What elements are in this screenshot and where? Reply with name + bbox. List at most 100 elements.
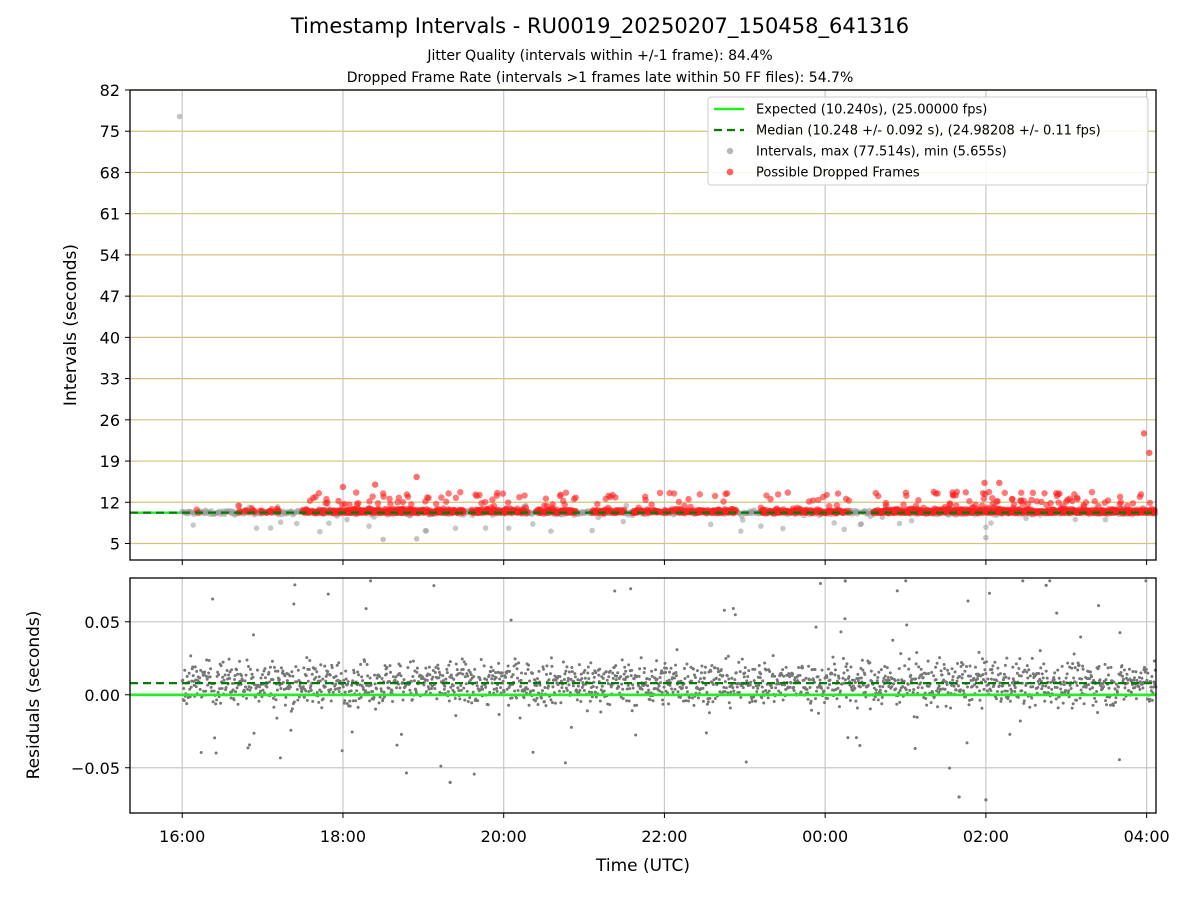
dropped-frame-point — [380, 493, 387, 500]
residual-point — [727, 701, 731, 705]
interval-point — [908, 518, 915, 524]
residual-point — [983, 680, 987, 684]
residual-point — [915, 651, 919, 655]
dropped-frame-point — [521, 492, 528, 499]
residual-point — [859, 666, 863, 670]
dropped-frame-point — [696, 491, 703, 498]
residual-point — [531, 750, 535, 754]
residual-point — [1127, 689, 1131, 693]
residual-point — [674, 663, 678, 667]
residual-point — [551, 685, 555, 689]
residual-point — [263, 676, 267, 680]
residual-point — [1115, 690, 1119, 694]
residual-point — [606, 681, 610, 685]
residual-point — [334, 682, 338, 686]
top-y-tick-label: 12 — [100, 493, 120, 512]
residual-point — [209, 667, 213, 671]
bottom-plot-frame — [129, 577, 1157, 814]
dropped-frame-point — [1020, 497, 1027, 504]
residual-point — [469, 673, 473, 677]
residual-point — [907, 657, 911, 661]
residual-point — [558, 674, 562, 678]
residual-point — [290, 707, 294, 711]
dropped-frame-point — [561, 501, 568, 508]
residual-point — [296, 698, 300, 702]
residual-point — [536, 677, 540, 681]
residual-point — [1145, 697, 1149, 701]
residual-point — [591, 672, 595, 676]
residual-point — [441, 679, 445, 683]
residual-point — [911, 691, 915, 695]
residual-point — [1064, 676, 1068, 680]
residual-point — [998, 672, 1002, 676]
residual-point — [734, 671, 738, 675]
dropped-frame-point — [962, 489, 970, 496]
residual-point — [581, 681, 585, 685]
residual-point — [501, 679, 505, 683]
residual-point — [658, 689, 662, 693]
residual-point — [915, 715, 919, 719]
residual-point — [740, 657, 744, 661]
residual-point — [478, 678, 482, 682]
residual-point — [665, 666, 669, 670]
residual-point — [873, 673, 877, 677]
residual-point — [199, 668, 203, 672]
residual-point — [713, 696, 717, 700]
residual-point — [564, 686, 568, 690]
residual-point — [235, 686, 239, 690]
residual-point — [340, 749, 344, 753]
residual-point — [637, 674, 641, 678]
residual-point — [771, 654, 775, 658]
residual-point — [533, 678, 537, 682]
residual-point — [497, 712, 501, 716]
residual-point — [1151, 685, 1155, 689]
residual-point — [545, 664, 549, 668]
dropped-frame-point — [346, 501, 353, 508]
residual-point — [957, 684, 961, 688]
residual-point — [548, 672, 552, 676]
residual-point — [825, 675, 829, 679]
residual-point — [1118, 631, 1122, 635]
residual-point — [668, 670, 672, 674]
residual-point — [506, 664, 510, 668]
residual-point — [761, 679, 765, 683]
residual-point — [341, 685, 345, 689]
residual-point — [757, 683, 761, 687]
residual-point — [214, 702, 218, 706]
residual-point — [461, 672, 465, 676]
residual-point — [219, 664, 223, 668]
residual-point — [826, 686, 830, 690]
residual-point — [279, 666, 283, 670]
residual-point — [410, 698, 414, 702]
residual-point — [820, 686, 824, 690]
residual-point — [323, 664, 327, 668]
residual-point — [408, 660, 412, 664]
x-axis-label: Time (UTC) — [595, 856, 690, 876]
residual-point — [946, 691, 950, 695]
residual-point — [549, 656, 553, 660]
residual-point — [670, 687, 674, 691]
residual-point — [411, 675, 415, 679]
top-y-tick-label: 82 — [100, 81, 120, 100]
residual-point — [292, 602, 296, 606]
residual-point — [1018, 719, 1022, 723]
residual-point — [970, 697, 974, 701]
residual-point — [1141, 686, 1145, 690]
residual-point — [604, 670, 608, 674]
residual-point — [1080, 677, 1084, 681]
x-tick-label: 02:00 — [963, 827, 1009, 846]
dropped-frame-point — [1056, 490, 1063, 497]
residual-point — [246, 687, 250, 691]
interval-point — [589, 527, 595, 534]
dropped-frame-point — [425, 494, 432, 502]
residual-point — [1017, 666, 1021, 670]
residual-point — [451, 684, 455, 688]
residual-point — [182, 699, 186, 703]
residual-point — [360, 675, 364, 679]
bottom-y-tick-label: −0.05 — [71, 759, 120, 778]
residual-point — [216, 670, 220, 674]
residual-point — [875, 679, 879, 683]
residual-point — [1007, 683, 1011, 687]
residual-point — [798, 673, 802, 677]
dropped-frame-point — [642, 496, 649, 504]
